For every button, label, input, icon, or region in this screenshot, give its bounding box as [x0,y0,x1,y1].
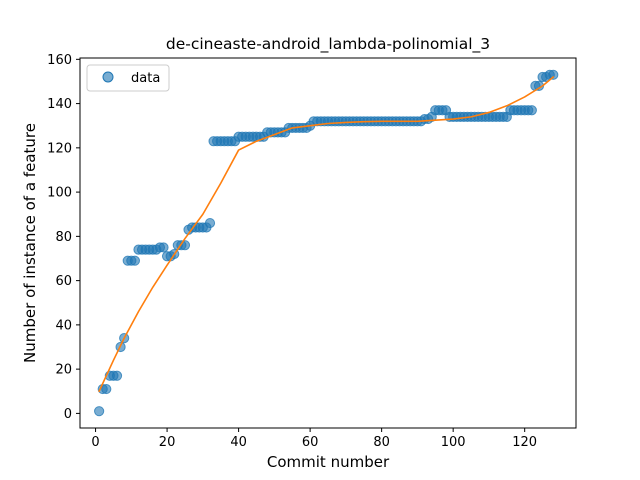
legend: data [86,64,170,92]
y-tick-label: 60 [55,274,72,289]
x-tick-label: 0 [91,435,99,450]
legend-box [86,64,170,92]
y-tick-label: 20 [55,363,72,378]
x-tick-label: 40 [230,435,247,450]
y-tick-label: 100 [47,186,72,201]
y-axis-label: Number of instance of a feature [21,123,39,363]
y-tick-label: 160 [47,53,72,68]
y-tick-label: 0 [64,407,72,422]
y-axis: 0 20 40 60 80 100 120 140 160 [47,53,80,422]
plot-area [94,69,559,417]
data-point [158,242,169,253]
x-tick-label: 120 [512,435,537,450]
chart-title: de-cineaste-android_lambda-polinomial_3 [166,35,490,54]
x-axis: 0 20 40 60 80 100 120 [91,428,537,450]
y-tick-label: 80 [55,230,72,245]
y-tick-label: 140 [47,97,72,112]
data-point [101,383,112,395]
x-tick-label: 80 [373,435,390,450]
x-tick-label: 60 [302,435,319,450]
legend-label: data [131,71,160,86]
data-point [548,69,559,80]
data-point [129,255,140,266]
data-point [204,217,216,229]
data-point [94,406,105,417]
data-point [526,105,537,116]
legend-marker [102,71,114,83]
x-axis-label: Commit number [267,453,390,471]
x-tick-label: 100 [441,435,466,450]
data-point [111,370,123,381]
y-tick-label: 40 [55,318,72,333]
y-tick-label: 120 [47,141,72,156]
axes-frame [79,57,577,429]
fit-line [98,76,555,393]
x-tick-label: 20 [159,435,176,450]
